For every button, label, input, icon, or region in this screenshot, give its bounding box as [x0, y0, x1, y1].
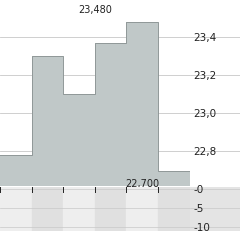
Bar [158, 187, 190, 231]
Text: -10: -10 [194, 222, 210, 231]
Bar [32, 187, 63, 231]
Text: -0: -0 [194, 184, 204, 194]
Text: 22,8: 22,8 [194, 147, 217, 157]
Text: -5: -5 [194, 203, 204, 213]
Text: 22,700: 22,700 [125, 178, 159, 188]
Bar [126, 187, 158, 231]
Text: 23,4: 23,4 [194, 33, 217, 43]
Bar [95, 187, 126, 231]
Bar [0, 187, 32, 231]
Text: 23,0: 23,0 [194, 109, 217, 119]
Text: 23,2: 23,2 [194, 71, 217, 81]
Text: 23,480: 23,480 [78, 5, 112, 15]
Bar [63, 187, 95, 231]
